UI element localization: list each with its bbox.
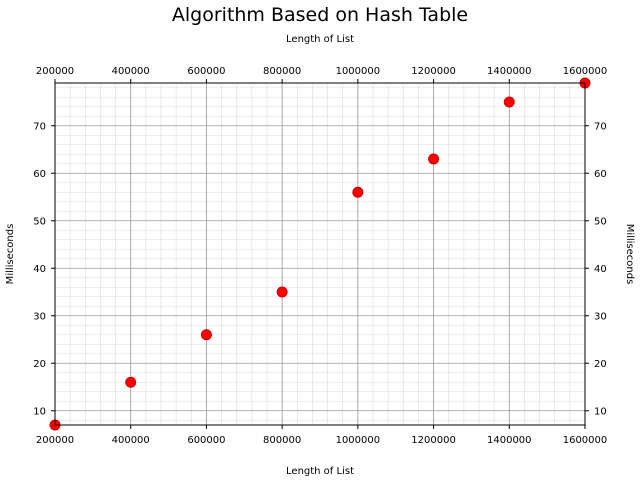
y-tick-label-right: 10 <box>594 406 607 417</box>
y-tick-label-right: 60 <box>594 169 607 180</box>
x-tick-label-top: 600000 <box>187 66 225 77</box>
y-axis-label-left: Milliseconds <box>5 224 16 285</box>
y-tick-label-right: 50 <box>594 216 607 227</box>
y-tick-label-left: 70 <box>33 121 46 132</box>
major-grid <box>54 83 586 425</box>
data-point <box>352 186 364 198</box>
minor-grid <box>54 83 586 425</box>
x-tick-label-top: 800000 <box>263 66 301 77</box>
x-tick-label-top: 400000 <box>112 66 150 77</box>
y-tick-label-left: 60 <box>33 169 46 180</box>
x-axis-label-top: Length of List <box>286 34 354 45</box>
plot-frame <box>54 82 586 426</box>
y-axis-label-right: Milliseconds <box>624 224 635 285</box>
x-tick-label-top: 1400000 <box>487 66 532 77</box>
y-tick-label-right: 40 <box>594 264 607 275</box>
x-tick-label-top: 1000000 <box>336 66 381 77</box>
x-tick-label-bottom: 1600000 <box>563 435 608 446</box>
y-tick-label-left: 30 <box>33 311 46 322</box>
data-point <box>503 96 515 108</box>
x-tick-label-bottom: 400000 <box>112 435 150 446</box>
x-tick-label-bottom: 1200000 <box>411 435 456 446</box>
chart-title: Algorithm Based on Hash Table <box>172 4 468 26</box>
x-tick-label-bottom: 600000 <box>187 435 225 446</box>
x-tick-label-top: 1600000 <box>563 66 608 77</box>
y-tick-label-left: 10 <box>33 406 46 417</box>
x-axis-label-bottom: Length of List <box>286 466 354 477</box>
data-point <box>428 153 440 165</box>
y-tick-label-left: 40 <box>33 264 46 275</box>
data-point <box>200 329 212 341</box>
x-tick-label-bottom: 200000 <box>36 435 74 446</box>
y-tick-label-right: 30 <box>594 311 607 322</box>
x-tick-label-top: 1200000 <box>411 66 456 77</box>
y-tick-label-right: 20 <box>594 359 607 370</box>
data-point <box>125 376 137 388</box>
x-tick-label-bottom: 1000000 <box>336 435 381 446</box>
y-tick-label-right: 70 <box>594 121 607 132</box>
axis-ticks: 200000 200000 400000 400000 600000 600000 8000… <box>33 66 607 446</box>
y-tick-label-left: 20 <box>33 359 46 370</box>
x-tick-label-top: 200000 <box>36 66 74 77</box>
x-tick-label-bottom: 800000 <box>263 435 301 446</box>
x-tick-label-bottom: 1400000 <box>487 435 532 446</box>
y-tick-label-left: 50 <box>33 216 46 227</box>
data-point <box>276 286 288 298</box>
